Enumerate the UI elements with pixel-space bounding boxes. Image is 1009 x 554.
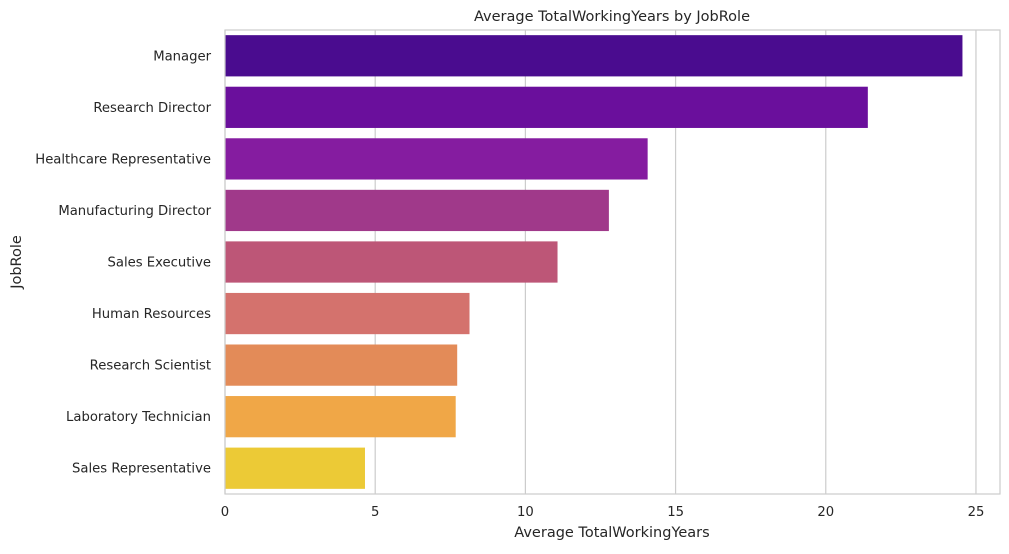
y-tick-label: Manufacturing Director xyxy=(58,204,211,219)
bar xyxy=(225,292,470,335)
bar xyxy=(225,86,868,128)
plot-spines xyxy=(224,29,1001,495)
y-axis-label: JobRole xyxy=(9,235,25,290)
y-tick-label: Healthcare Representative xyxy=(35,152,211,167)
y-tick-label: Laboratory Technician xyxy=(66,410,211,425)
y-tick-label: Sales Representative xyxy=(72,462,211,477)
x-tick-labels: 0 5 10 15 20 25 xyxy=(221,505,985,520)
chart-title: Average TotalWorkingYears by JobRole xyxy=(474,9,750,25)
bar xyxy=(225,241,558,283)
bar-layer xyxy=(225,35,963,489)
bar xyxy=(225,396,456,438)
plot-frame xyxy=(224,29,1001,495)
y-tick-label: Sales Executive xyxy=(108,256,212,271)
x-tick-label: 0 xyxy=(221,505,229,520)
bar xyxy=(225,35,963,77)
x-tick-label: 25 xyxy=(968,505,985,520)
y-tick-labels: Manager Research Director Healthcare Repre… xyxy=(35,49,211,476)
x-axis-label: Average TotalWorkingYears xyxy=(514,525,709,541)
y-tick-label: Research Scientist xyxy=(90,359,211,374)
y-tick-label: Human Resources xyxy=(92,307,211,322)
x-tick-label: 20 xyxy=(817,505,834,520)
y-tick-label: Research Director xyxy=(93,101,211,116)
bar xyxy=(225,344,458,386)
bar xyxy=(225,138,648,180)
y-tick-label: Manager xyxy=(153,49,211,64)
x-tick-label: 15 xyxy=(667,505,684,520)
x-tick-label: 5 xyxy=(371,505,379,520)
bar xyxy=(225,189,609,232)
x-tick-label: 10 xyxy=(517,505,534,520)
bar xyxy=(225,447,365,489)
